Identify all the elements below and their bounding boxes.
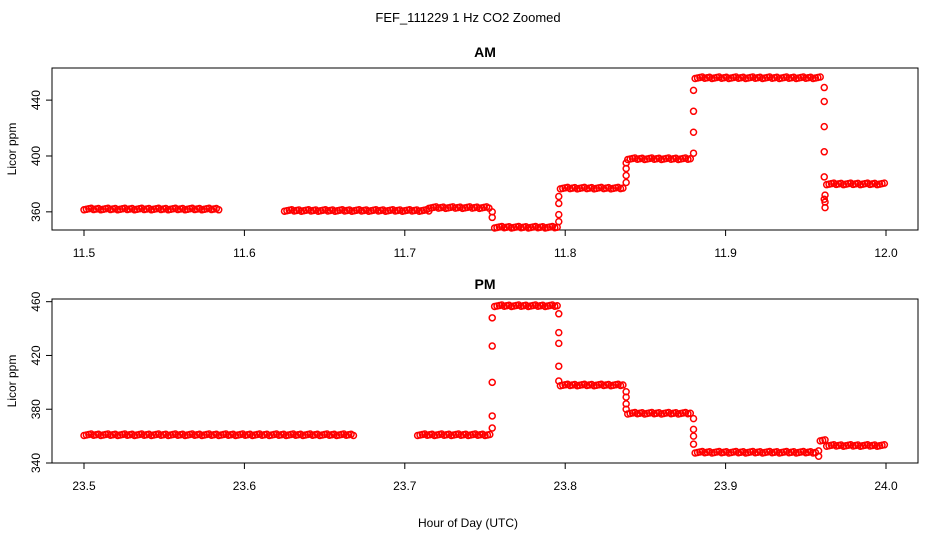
- am-plot-frame: [51, 67, 919, 231]
- am-y-axis: 360 400 440: [29, 90, 52, 222]
- am-data-points: [80, 73, 889, 232]
- pm-y-tick-label: 460: [29, 291, 43, 311]
- am-x-tick-label: 11.9: [714, 246, 737, 260]
- pm-data-point: [689, 414, 698, 423]
- am-data-point: [622, 159, 630, 167]
- pm-y-tick-label: 380: [29, 399, 43, 419]
- am-data-point: [880, 179, 889, 187]
- am-data-point: [555, 199, 563, 208]
- pm-data-point: [488, 314, 496, 322]
- pm-x-tick-label: 23.8: [554, 479, 578, 493]
- pm-x-tick-label: 23.7: [393, 479, 417, 493]
- am-x-tick-label: 11.7: [394, 246, 417, 260]
- am-data-point: [622, 178, 630, 187]
- am-data-point: [488, 208, 496, 216]
- am-x-tick-label: 11.8: [554, 246, 577, 260]
- pm-data-point: [555, 339, 563, 348]
- am-y-tick-label: 400: [29, 146, 43, 166]
- am-data-point: [816, 73, 824, 81]
- pm-x-tick-label: 23.6: [233, 479, 257, 493]
- pm-data-point: [880, 441, 889, 449]
- pm-data-point: [555, 310, 563, 318]
- pm-data-point: [814, 447, 823, 455]
- pm-y-axis: 340 380 420 460: [29, 291, 52, 473]
- am-data-point: [689, 149, 698, 157]
- pm-data-point: [488, 378, 496, 387]
- pm-panel: PM Licor ppm 23.5 23.6 23.7 23.8 23.9 24.0 34…: [5, 276, 919, 493]
- pm-data-point: [555, 377, 563, 385]
- am-y-tick-label: 360: [29, 202, 43, 222]
- pm-data-point: [689, 425, 698, 434]
- pm-data-points: [80, 301, 889, 461]
- pm-y-tick-label: 340: [29, 453, 43, 473]
- am-data-point: [619, 184, 627, 192]
- am-y-tick-label: 440: [29, 90, 43, 110]
- am-data-point: [820, 83, 828, 92]
- am-x-tick-label: 11.6: [233, 246, 256, 260]
- am-panel: AM Licor ppm 11.5 11.6 11.7 11.8 11.9 12.0 36…: [5, 44, 919, 260]
- am-data-point: [555, 210, 563, 219]
- am-data-point: [821, 191, 829, 199]
- am-data-point: [821, 198, 829, 206]
- am-data-point: [689, 128, 698, 136]
- am-data-point: [820, 122, 828, 131]
- am-data-point: [689, 86, 698, 95]
- pm-data-point: [689, 432, 698, 440]
- am-x-tick-label: 12.0: [874, 246, 898, 260]
- pm-data-point: [553, 301, 561, 310]
- pm-data-point: [689, 440, 698, 448]
- pm-x-axis: 23.5 23.6 23.7 23.8 23.9 24.0: [72, 463, 898, 493]
- am-data-point: [214, 206, 223, 214]
- pm-data-point: [555, 362, 563, 370]
- am-data-point: [555, 217, 563, 226]
- am-data-point: [689, 107, 698, 116]
- pm-data-point: [555, 328, 563, 337]
- am-panel-title: AM: [474, 44, 496, 60]
- pm-x-tick-label: 23.9: [714, 479, 738, 493]
- pm-data-point: [488, 424, 496, 432]
- pm-x-tick-label: 24.0: [874, 479, 898, 493]
- x-axis-label: Hour of Day (UTC): [418, 516, 518, 530]
- figure-title: FEF_111229 1 Hz CO2 Zoomed: [375, 10, 560, 25]
- am-x-axis: 11.5 11.6 11.7 11.8 11.9 12.0: [73, 230, 898, 260]
- am-y-axis-label: Licor ppm: [5, 123, 19, 176]
- am-data-point: [820, 97, 828, 106]
- am-data-point: [555, 192, 563, 201]
- pm-data-point: [488, 412, 496, 420]
- pm-data-point: [486, 430, 494, 439]
- am-data-point: [820, 173, 828, 181]
- am-data-point: [686, 155, 695, 163]
- pm-y-axis-label: Licor ppm: [5, 355, 19, 408]
- pm-y-tick-label: 420: [29, 345, 43, 365]
- pm-x-tick-label: 23.5: [72, 479, 96, 493]
- pm-data-point: [619, 381, 627, 389]
- pm-panel-title: PM: [475, 276, 496, 292]
- am-data-point: [820, 148, 828, 156]
- pm-data-point: [488, 342, 496, 350]
- pm-data-point: [686, 409, 695, 418]
- pm-data-point: [349, 431, 358, 440]
- am-x-tick-label: 11.5: [73, 246, 96, 260]
- am-data-point: [622, 171, 630, 180]
- pm-data-point: [622, 405, 630, 413]
- pm-plot-frame: [51, 298, 919, 464]
